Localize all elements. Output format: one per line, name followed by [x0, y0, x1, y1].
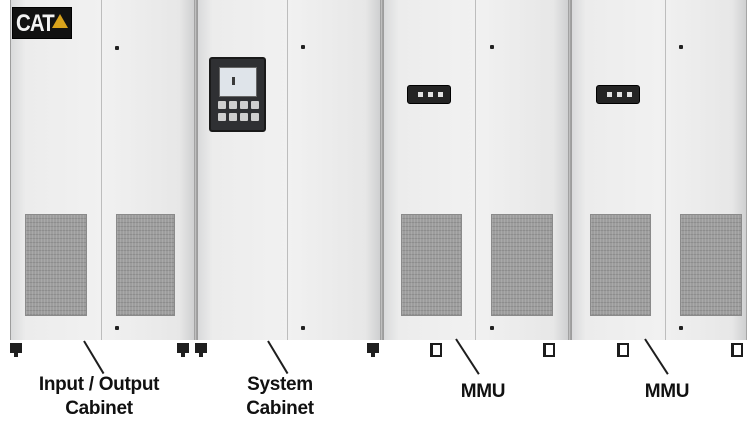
status-led-icon: [418, 92, 423, 97]
label-pointer-line: [644, 338, 669, 375]
key-button-icon: [251, 113, 259, 121]
label-pointer-line: [455, 338, 480, 375]
key-button-icon: [251, 101, 259, 109]
cabinet-seam: [380, 0, 383, 340]
vent-grille: [680, 214, 742, 316]
door-latch: [115, 326, 119, 330]
door-latch: [301, 45, 305, 49]
caster-bracket-icon: [543, 343, 555, 357]
key-button-icon: [218, 113, 226, 121]
leveling-foot-icon: [10, 343, 22, 357]
vent-grille: [116, 214, 175, 316]
touchscreen-display-panel: [209, 57, 266, 132]
vent-grille: [491, 214, 553, 316]
status-led-icon: [607, 92, 612, 97]
key-button-icon: [229, 101, 237, 109]
label-line: Cabinet: [246, 398, 314, 419]
door-line: [287, 0, 288, 340]
cabinet-seam: [194, 0, 197, 340]
door-line: [475, 0, 476, 340]
vent-grille: [401, 214, 462, 316]
system-cabinet: [197, 0, 381, 340]
logo-text: CAT: [16, 10, 55, 37]
system-cabinet-label: System Cabinet: [230, 373, 330, 421]
door-line: [665, 0, 666, 340]
door-latch: [115, 46, 119, 50]
status-led-icon: [627, 92, 632, 97]
caster-bracket-icon: [731, 343, 743, 357]
door-latch: [490, 45, 494, 49]
input-output-cabinet-label: Input / Output Cabinet: [14, 373, 184, 421]
status-led-icon: [438, 92, 443, 97]
status-led-icon: [617, 92, 622, 97]
mmu-2-label: MMU: [644, 381, 690, 402]
mmu-status-panel: [596, 85, 640, 104]
leveling-foot-icon: [195, 343, 207, 357]
key-button-icon: [240, 113, 248, 121]
cabinet-seam: [568, 0, 571, 340]
label-pointer-line: [267, 340, 289, 375]
keypad: [218, 101, 259, 123]
mmu-status-panel: [407, 85, 451, 104]
label-line: Input / Output: [38, 374, 160, 395]
caster-bracket-icon: [617, 343, 629, 357]
mmu-1-label: MMU: [460, 381, 506, 402]
cat-logo: CAT: [12, 7, 72, 39]
leveling-foot-icon: [177, 343, 189, 357]
logo-triangle-icon: [52, 14, 68, 28]
vent-grille: [25, 214, 87, 316]
vent-grille: [590, 214, 651, 316]
key-button-icon: [218, 101, 226, 109]
door-latch: [490, 326, 494, 330]
door-line: [101, 0, 102, 340]
door-latch: [301, 326, 305, 330]
leveling-foot-icon: [367, 343, 379, 357]
caster-bracket-icon: [430, 343, 442, 357]
display-screen: [219, 67, 257, 97]
label-line: Cabinet: [65, 398, 133, 419]
key-button-icon: [229, 113, 237, 121]
door-latch: [679, 326, 683, 330]
status-led-icon: [428, 92, 433, 97]
door-latch: [679, 45, 683, 49]
label-line: System: [247, 374, 313, 395]
key-button-icon: [240, 101, 248, 109]
label-pointer-line: [83, 340, 105, 375]
screen-cursor-icon: [232, 77, 235, 85]
